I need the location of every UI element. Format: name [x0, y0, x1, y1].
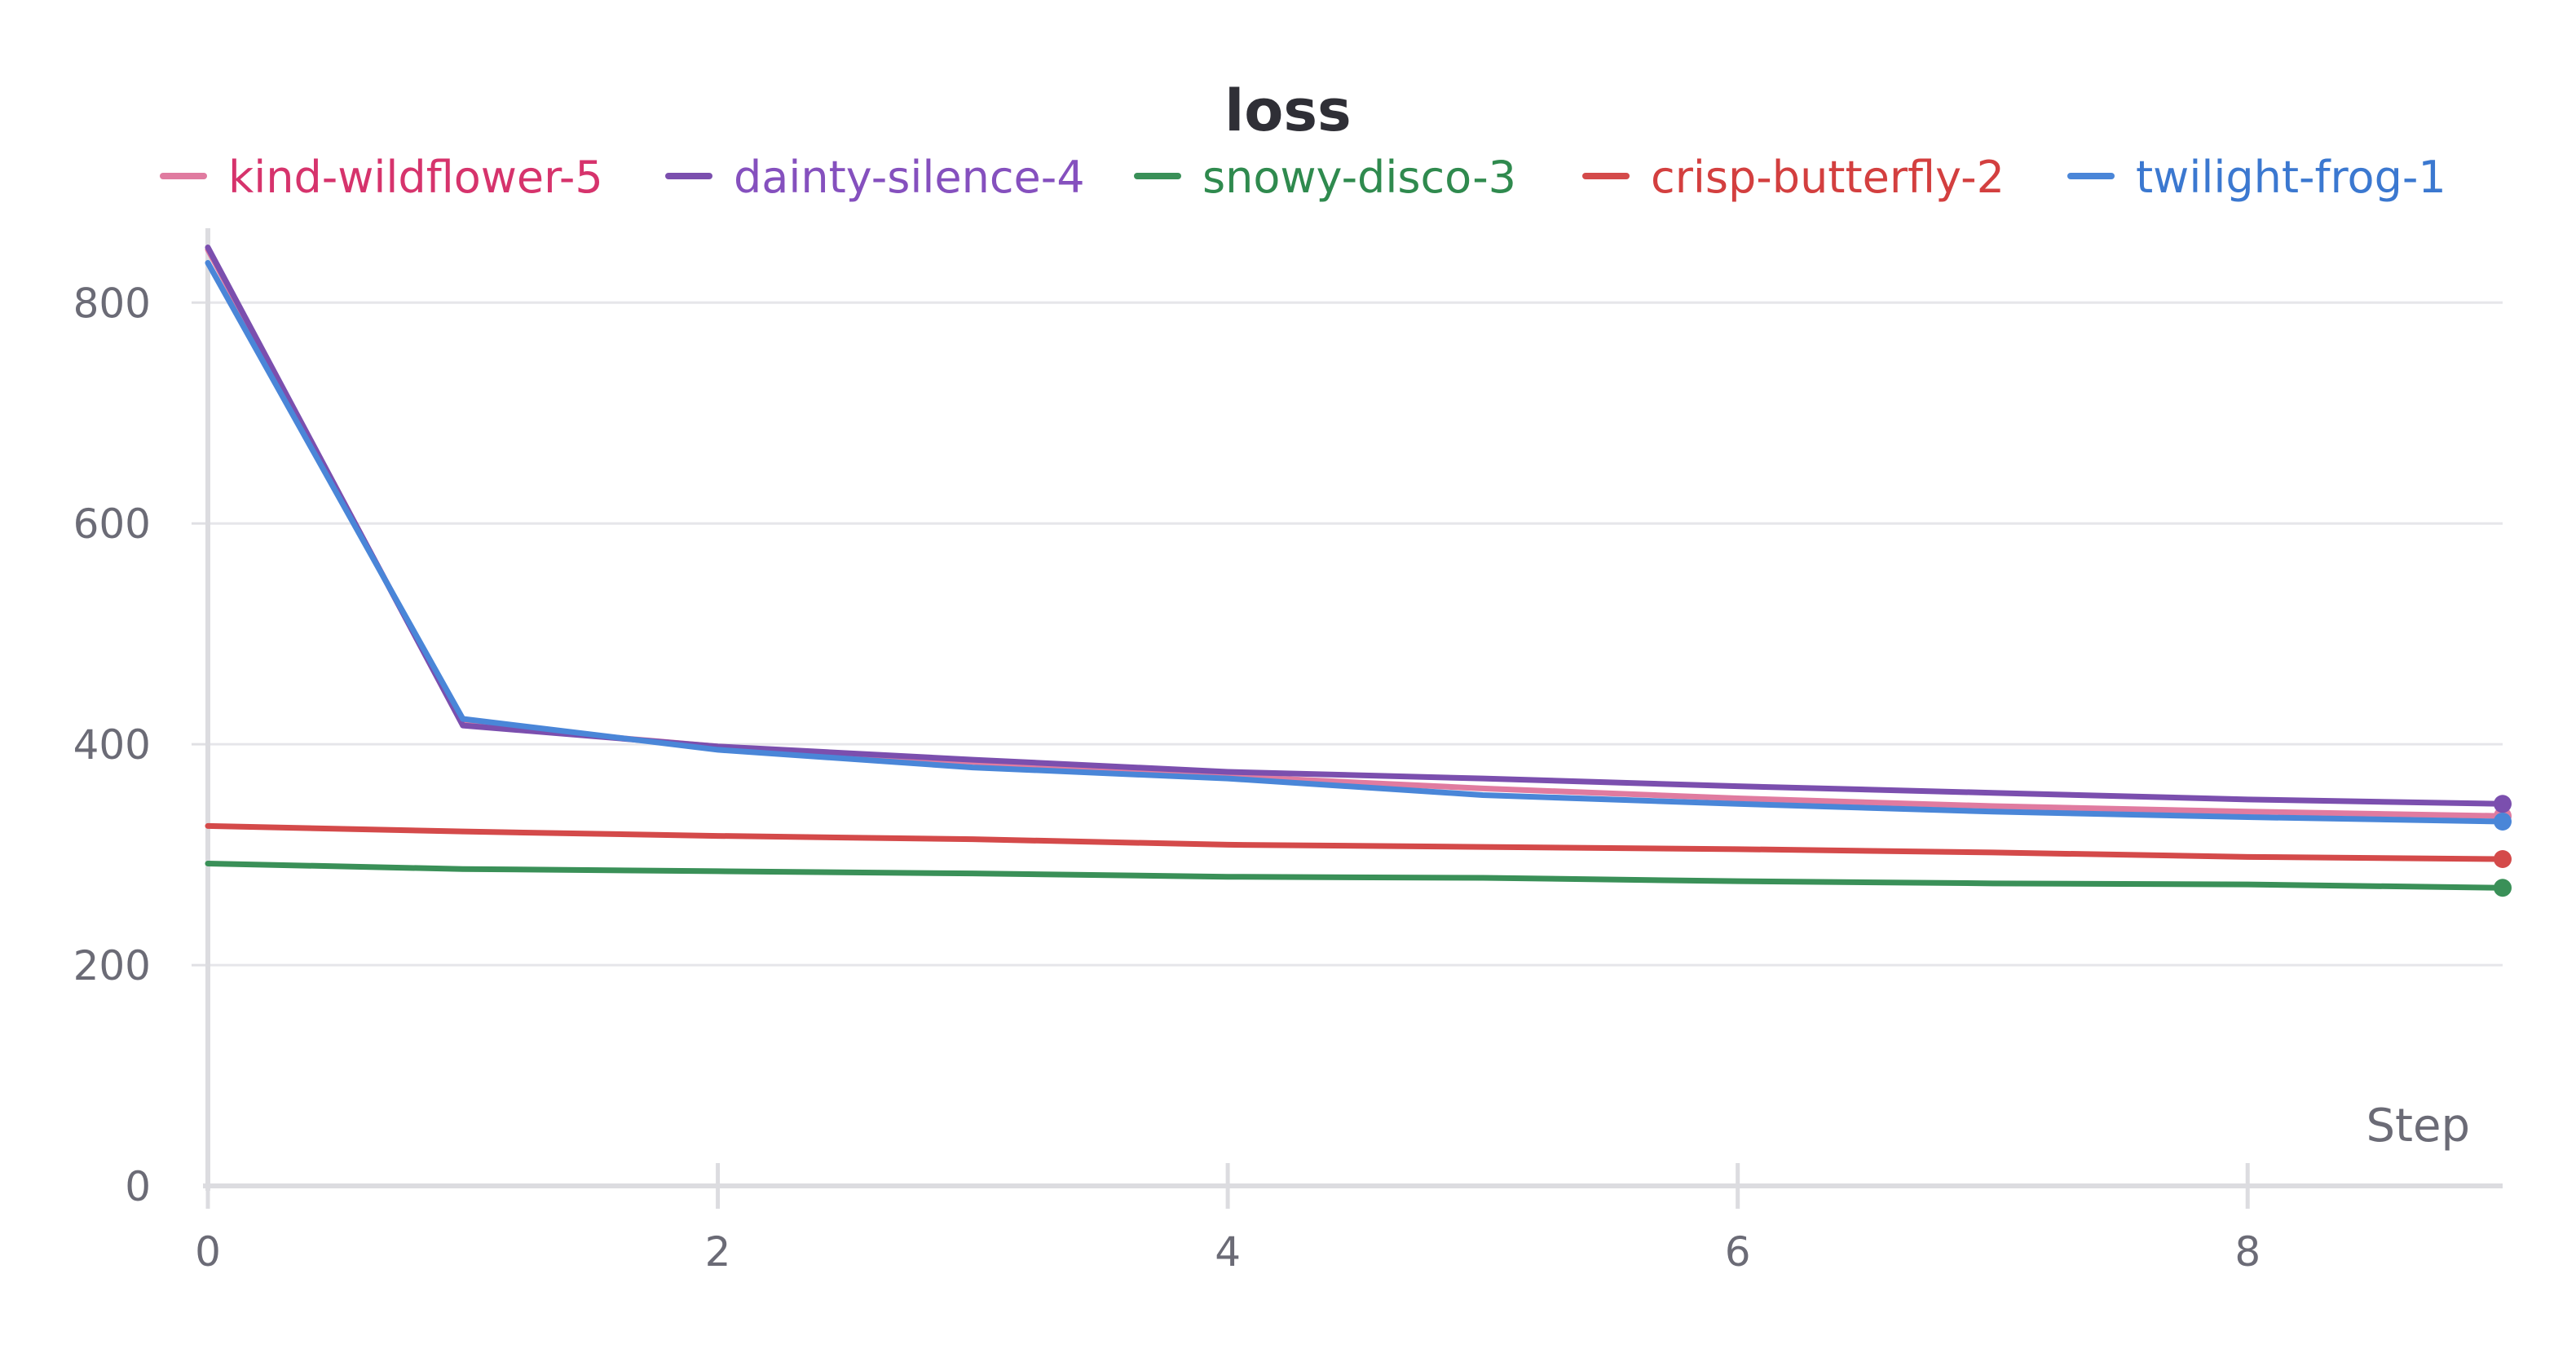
legend-item-twilight-frog-1[interactable]: twilight-frog-1 [2067, 152, 2446, 203]
legend-label-snowy-disco-3: snowy-disco-3 [1202, 152, 1516, 203]
x-tick-label-8: 8 [2234, 1228, 2261, 1276]
tick-labels: 0 200 400 600 800 0 2 4 6 8 [73, 280, 2261, 1276]
x-tick-label-4: 4 [1215, 1228, 1241, 1276]
x-axis-label: Step [2366, 1100, 2470, 1152]
series-end-marker-crisp-butterfly-2 [2494, 850, 2512, 869]
x-tick-label-6: 6 [1725, 1228, 1751, 1276]
series-line-twilight-frog-1 [205, 260, 2506, 825]
legend-item-dainty-silence-4[interactable]: dainty-silence-4 [665, 152, 1085, 203]
x-tick-label-0: 0 [195, 1228, 221, 1276]
series-lines [205, 245, 2512, 897]
legend-label-kind-wildflower-5: kind-wildflower-5 [228, 152, 603, 203]
legend-label-crisp-butterfly-2: crisp-butterfly-2 [1651, 152, 2005, 203]
legend-label-twilight-frog-1: twilight-frog-1 [2136, 152, 2446, 203]
x-tick-label-2: 2 [705, 1228, 731, 1276]
y-tick-label-600: 600 [73, 500, 151, 548]
series-end-marker-twilight-frog-1 [2494, 812, 2512, 831]
axes [192, 228, 2503, 1209]
y-tick-label-200: 200 [73, 942, 151, 989]
legend-item-crisp-butterfly-2[interactable]: crisp-butterfly-2 [1582, 152, 2005, 203]
series-end-marker-dainty-silence-4 [2494, 795, 2512, 813]
grid-lines [208, 301, 2503, 967]
y-tick-label-400: 400 [73, 721, 151, 769]
y-tick-label-800: 800 [73, 280, 151, 327]
chart-title: loss [1224, 77, 1351, 144]
legend-item-snowy-disco-3[interactable]: snowy-disco-3 [1134, 152, 1516, 203]
series-line-crisp-butterfly-2 [205, 822, 2506, 862]
legend-label-dainty-silence-4: dainty-silence-4 [734, 152, 1085, 203]
series-line-snowy-disco-3 [205, 860, 2506, 891]
y-tick-label-0: 0 [125, 1163, 151, 1210]
legend-item-kind-wildflower-5[interactable]: kind-wildflower-5 [160, 152, 603, 203]
legend: kind-wildflower-5 dainty-silence-4 snowy-d… [160, 152, 2446, 203]
series-end-marker-snowy-disco-3 [2494, 879, 2512, 897]
series-line-dainty-silence-4 [205, 245, 2506, 807]
